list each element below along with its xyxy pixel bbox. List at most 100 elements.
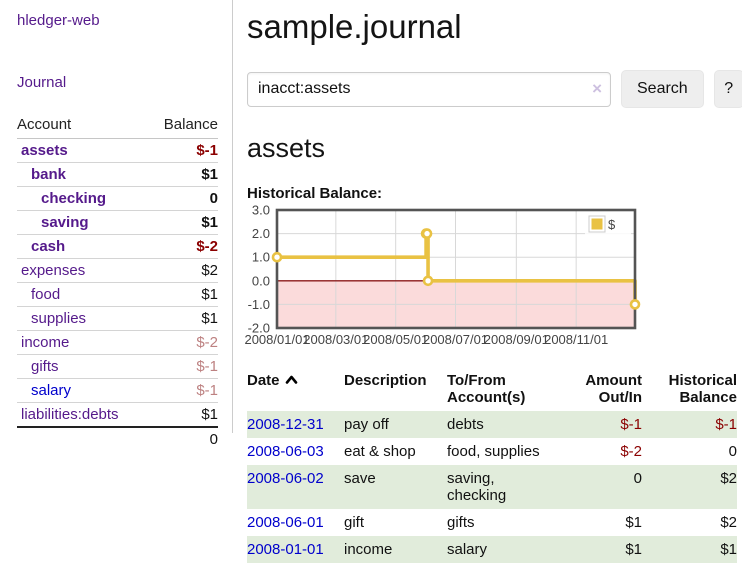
transaction-date-link[interactable]: 2008-01-01 (247, 541, 324, 558)
search-form: × Search ? (247, 70, 742, 108)
register-header-accounts: To/From Account(s) (447, 372, 526, 406)
sidebar-account-row: supplies $1 (17, 306, 218, 331)
page-title: sample.journal (247, 8, 462, 45)
accounts-header-row: Account Balance (17, 113, 218, 139)
register-row: 2008-06-02 save saving, checking 0 $2 (247, 465, 737, 509)
register-row: 2008-06-01 gift gifts $1 $2 (247, 509, 737, 536)
register-row: 2008-12-31 pay off debts $-1 $-1 (247, 411, 737, 438)
historical-balance-chart[interactable]: $3.0 2.0 1.0 0.0 -1.0 -2.02008/01/012008/03/0… (244, 203, 741, 350)
app-title-link[interactable]: hledger-web (17, 12, 100, 29)
register-header-row: Date Description To/From Account(s) Amou… (247, 370, 737, 411)
chart-title: Historical Balance: (247, 185, 383, 202)
account-balance-value: 0 (148, 186, 218, 211)
register-body: 2008-12-31 pay off debts $-1 $-1 2008-06-03 ea… (247, 411, 737, 563)
sidebar-account-link[interactable]: salary (31, 382, 72, 399)
sidebar-account-row: bank $1 (17, 162, 218, 187)
accounts-header-balance: Balance (148, 113, 218, 139)
transaction-description: save (344, 465, 447, 509)
transaction-accounts: food, supplies (447, 443, 540, 460)
svg-text:2008/09/01: 2008/09/01 (484, 332, 549, 347)
register-row: 2008-06-03 eat & shop food, supplies $-2 0 (247, 438, 737, 465)
transaction-amount: $1 (625, 514, 642, 531)
transaction-description: gift (344, 514, 365, 531)
sidebar-account-row: cash $-2 (17, 234, 218, 259)
sidebar-account-link[interactable]: saving (41, 214, 89, 231)
transaction-date-link[interactable]: 2008-06-02 (247, 470, 324, 487)
sidebar-account-row: expenses $2 (17, 258, 218, 283)
sidebar-account-row: saving $1 (17, 210, 218, 235)
sidebar-account-link[interactable]: gifts (31, 358, 59, 375)
sidebar-account-link[interactable]: expenses (21, 262, 86, 279)
sidebar-account-row: income $-2 (17, 330, 218, 355)
register-header-amount: Amount Out/In (585, 372, 642, 406)
sidebar: hledger-web Journal Account Balance asse… (0, 0, 233, 448)
transaction-balance: $1 (642, 536, 737, 563)
svg-text:$: $ (608, 217, 616, 232)
sidebar-account-link[interactable]: income (21, 334, 70, 351)
account-balance-value: $-1 (148, 354, 218, 379)
transaction-accounts: saving, checking (447, 465, 547, 509)
register-header-date[interactable]: Date (247, 370, 344, 411)
sidebar-account-row: liabilities:debts $1 (17, 402, 218, 428)
svg-text:1.0: 1.0 (252, 250, 270, 265)
transaction-amount: $-1 (547, 411, 642, 438)
clear-search-icon[interactable]: × (592, 78, 602, 98)
transaction-date-link[interactable]: 2008-12-31 (247, 416, 324, 433)
transaction-date-link[interactable]: 2008-06-01 (247, 514, 324, 531)
sidebar-account-link[interactable]: food (31, 286, 61, 303)
main-content: sample.journal × Search ? assets Histori… (233, 0, 742, 582)
sidebar-account-row: assets $-1 (17, 138, 218, 163)
transaction-accounts: debts (447, 411, 547, 438)
svg-text:2008/03/01: 2008/03/01 (303, 332, 368, 347)
sidebar-account-link[interactable]: cash (31, 238, 66, 255)
transaction-accounts: gifts (447, 514, 475, 531)
transaction-amount: 0 (547, 465, 642, 509)
account-balance-value: $1 (148, 162, 218, 187)
help-button[interactable]: ? (713, 70, 742, 108)
sidebar-account-row: food $1 (17, 282, 218, 307)
sidebar-account-row: gifts $-1 (17, 354, 218, 379)
register-table: Date Description To/From Account(s) Amou… (247, 370, 737, 563)
sidebar-account-link[interactable]: supplies (31, 310, 87, 327)
sidebar-account-link[interactable]: assets (21, 142, 68, 159)
svg-text:3.0: 3.0 (252, 203, 270, 218)
search-button[interactable]: Search (621, 70, 704, 108)
account-balance-value: $-1 (148, 378, 218, 403)
account-balance-value: $2 (148, 258, 218, 283)
register-header-balance: Historical Balance (668, 372, 737, 406)
transaction-balance: 0 (728, 443, 737, 460)
register-header-description: Description (344, 372, 427, 389)
account-balance-value: $-2 (148, 330, 218, 355)
transaction-description: eat & shop (344, 443, 416, 460)
svg-text:2008/07/01: 2008/07/01 (423, 332, 488, 347)
transaction-description: income (344, 536, 447, 563)
sidebar-accounts-body: assets $-1 bank $1 checking 0 saving $1 cash $-2 e… (17, 138, 218, 428)
sidebar-account-link[interactable]: bank (31, 166, 67, 183)
svg-text:2.0: 2.0 (252, 226, 270, 241)
transaction-amount: $-2 (620, 443, 642, 460)
transaction-accounts: salary (447, 536, 547, 563)
transaction-amount: $1 (547, 536, 642, 563)
register-row: 2008-01-01 income salary $1 $1 (247, 536, 737, 563)
accounts-table: Account Balance assets $-1 bank $1 checking 0… (17, 113, 218, 451)
account-balance-value: $-1 (148, 138, 218, 163)
accounts-total-value: 0 (209, 431, 218, 448)
transaction-description: pay off (344, 411, 447, 438)
sidebar-account-link[interactable]: checking (41, 190, 107, 207)
sidebar-account-row: checking 0 (17, 186, 218, 211)
sidebar-account-link[interactable]: liabilities:debts (21, 406, 119, 423)
transaction-balance: $2 (720, 514, 737, 531)
sidebar-account-row: salary $-1 (17, 378, 218, 403)
svg-text:-2.0: -2.0 (248, 321, 270, 336)
svg-text:2008/05/01: 2008/05/01 (363, 332, 428, 347)
transaction-balance: $2 (642, 465, 737, 509)
accounts-header-account: Account (17, 113, 149, 139)
svg-text:0.0: 0.0 (252, 273, 270, 288)
app-title: hledger-web (17, 12, 218, 30)
accounts-total-row: 0 (17, 427, 218, 451)
account-balance-value: $1 (148, 282, 218, 307)
transaction-date-link[interactable]: 2008-06-03 (247, 443, 324, 460)
svg-text:2008/11/01: 2008/11/01 (544, 332, 608, 347)
sidebar-item-journal[interactable]: Journal (17, 74, 67, 91)
search-input[interactable] (247, 71, 611, 107)
